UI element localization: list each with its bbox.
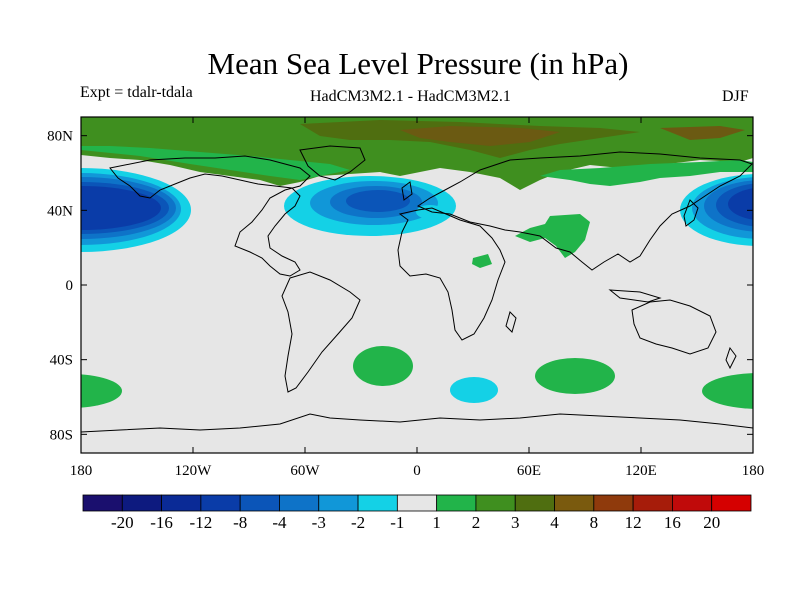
- colorbar-swatch: [632, 494, 673, 512]
- coast-eurasia: [416, 151, 753, 271]
- colorbar-label: -12: [190, 513, 213, 532]
- colorbar-label: 16: [664, 513, 681, 532]
- colorbar-label: 12: [625, 513, 642, 532]
- colorbar-swatch: [82, 494, 123, 512]
- colorbar-swatch: [514, 494, 555, 512]
- colorbar-label: 8: [590, 513, 599, 532]
- colorbar-label: 20: [703, 513, 720, 532]
- colorbar-label: 4: [550, 513, 559, 532]
- coast-greenland: [299, 145, 366, 181]
- colorbar-swatch: [279, 494, 320, 512]
- colorbar-swatch: [475, 494, 516, 512]
- coast-australia: [631, 299, 717, 355]
- colorbar-label: -4: [272, 513, 287, 532]
- colorbar-swatch: [711, 494, 752, 512]
- north-pacific-low-core: [81, 186, 161, 230]
- y-tick-label: 40S: [50, 353, 73, 369]
- x-tick-label: 180: [742, 463, 765, 479]
- coast-north-america: [109, 155, 311, 277]
- y-tick-label: 80S: [50, 427, 73, 443]
- colorbar-label: 2: [472, 513, 481, 532]
- y-axis: 80N 40N 0 40S 80S: [47, 129, 753, 443]
- arctic-peak-region-2: [660, 126, 745, 140]
- season-label: DJF: [722, 88, 749, 105]
- west-pacific-low-core: [728, 188, 753, 220]
- south-pacific-high-east: [702, 373, 753, 409]
- chart-title: Mean Sea Level Pressure (in hPa): [207, 46, 629, 81]
- colorbar-label: 1: [432, 513, 441, 532]
- experiment-label: Expt = tdalr-tdala: [80, 84, 193, 101]
- x-tick-label: 60E: [517, 463, 541, 479]
- coast-indonesia: [608, 289, 662, 303]
- south-atlantic-high: [353, 346, 413, 386]
- north-atlantic-low-core: [346, 190, 410, 212]
- coast-new-zealand: [725, 346, 737, 370]
- colorbar-label: -1: [390, 513, 404, 532]
- y-tick-label: 0: [66, 278, 74, 294]
- x-tick-label: 120W: [175, 463, 213, 479]
- south-pacific-high-west: [81, 374, 122, 408]
- colorbar-swatch: [239, 494, 280, 512]
- colorbar-label: -2: [351, 513, 365, 532]
- x-tick-label: 0: [413, 463, 421, 479]
- north-africa-positive-blob: [472, 254, 492, 268]
- colorbar-swatch: [357, 494, 398, 512]
- coast-antarctica: [81, 413, 753, 433]
- colorbar-swatch: [593, 494, 634, 512]
- arctic-peak-region: [400, 126, 560, 146]
- x-tick-label: 120E: [625, 463, 657, 479]
- coast-japan: [683, 199, 699, 227]
- coast-madagascar: [505, 311, 517, 333]
- southern-ocean-low: [450, 377, 498, 403]
- coastlines: [81, 145, 753, 433]
- x-tick-label: 60W: [290, 463, 320, 479]
- southern-indian-high: [535, 358, 615, 394]
- colorbar-swatch: [161, 494, 202, 512]
- eurasian-positive-region: [540, 160, 753, 186]
- colorbar: -20 -16 -12 -8 -4 -3 -2 -1 1 2 3 4 8 12 16 20: [82, 494, 752, 532]
- coast-uk: [401, 181, 413, 201]
- y-tick-label: 80N: [47, 129, 73, 145]
- colorbar-swatch: [318, 494, 359, 512]
- colorbar-label: -8: [233, 513, 247, 532]
- colorbar-swatch: [554, 494, 595, 512]
- colorbar-label: -3: [312, 513, 326, 532]
- colorbar-label: -20: [111, 513, 134, 532]
- y-tick-label: 40N: [47, 203, 73, 219]
- colorbar-swatch: [436, 494, 477, 512]
- coast-south-america: [281, 271, 361, 393]
- colorbar-label: 3: [511, 513, 520, 532]
- x-tick-label: 180: [70, 463, 93, 479]
- coast-africa-europe: [397, 207, 506, 341]
- middle-east-positive-region: [515, 214, 590, 258]
- colorbar-swatch: [672, 494, 713, 512]
- colorbar-label: -16: [150, 513, 173, 532]
- colorbar-swatch: [396, 494, 438, 512]
- colorbar-swatch: [200, 494, 241, 512]
- western-positive-strip: [81, 146, 350, 180]
- colorbar-swatch: [121, 494, 162, 512]
- x-axis: 180 120W 60W 0 60E 120E 180: [70, 117, 765, 479]
- model-label: HadCM3M2.1 - HadCM3M2.1: [310, 88, 511, 105]
